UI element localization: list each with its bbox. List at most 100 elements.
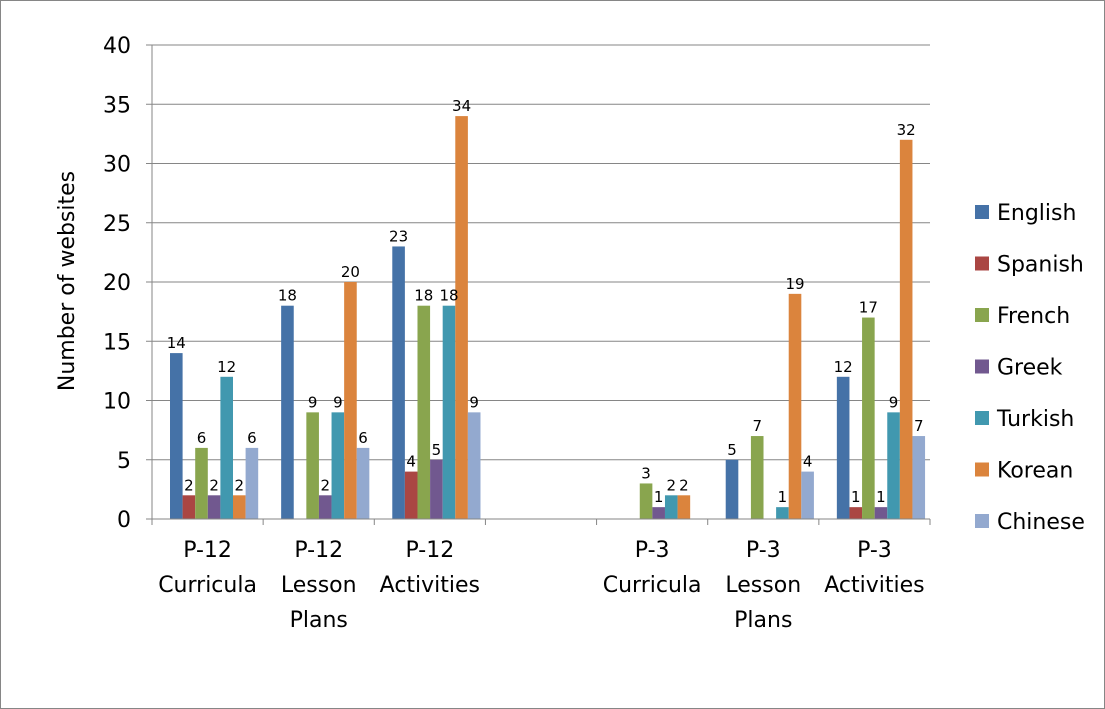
bar-greek [207,495,221,519]
legend-label-korean: Korean [997,459,1073,484]
x-tick-label: Activities [824,573,924,598]
y-tick-label: 35 [103,93,131,118]
bar-turkish [331,412,345,519]
bar-value-label: 19 [785,275,804,293]
legend-label-greek: Greek [997,356,1063,381]
bar-english [281,305,294,519]
bar-spanish [404,471,418,519]
y-tick-label: 30 [103,153,131,178]
bar-french [195,447,208,519]
x-tick-label: Lesson [725,573,801,598]
bar-greek [430,459,443,519]
legend-swatch-french [975,308,989,322]
bar-chinese [245,447,259,519]
bar-chinese [467,412,481,519]
bars [170,116,926,520]
bar-value-label: 9 [308,393,318,411]
legend-label-french: French [997,304,1070,329]
bar-value-label: 1 [654,488,664,506]
bar-value-label: 34 [452,97,471,115]
legend-swatch-spanish [975,256,989,271]
y-tick-label: 40 [103,34,131,59]
x-tick-label: Curricula [603,573,702,598]
bar-korean [344,282,357,519]
bar-value-label: 4 [406,453,416,471]
bar-value-label: 2 [320,476,330,494]
bar-english [392,246,405,519]
bar-french [862,317,875,519]
bar-value-label: 12 [217,358,236,376]
bar-english [170,353,183,519]
bar-value-label: 20 [341,263,360,281]
x-tick-label: P-3 [746,538,781,563]
bar-value-label: 23 [389,227,408,245]
bar-value-label: 5 [432,441,442,459]
legend-swatch-greek [975,359,989,374]
bar-value-label: 17 [859,299,878,317]
bar-value-label: 7 [752,417,762,435]
bar-value-label: 18 [414,287,433,305]
y-tick-label: 5 [117,449,131,474]
bar-value-label: 6 [247,429,257,447]
bar-value-label: 2 [184,476,194,494]
bar-greek [318,495,332,519]
bar-value-label: 14 [167,334,186,352]
bar-chinese [801,471,814,519]
x-tick-label: P-12 [183,538,232,563]
bar-english [725,459,739,519]
bar-spanish [849,507,863,519]
x-tick-label: P-12 [294,538,343,563]
bar-value-label: 7 [914,417,924,435]
legend-swatch-turkish [975,411,989,425]
legend-label-turkish: Turkish [996,407,1074,432]
y-tick-label: 20 [103,271,131,296]
legend: English Spanish French Greek Turkish Korean Ch… [975,201,1085,535]
x-tick-label: Plans [734,608,792,633]
x-tick-label: Activities [380,573,480,598]
bar-korean [677,495,691,519]
x-tick-label: Curricula [158,573,257,598]
bar-french [639,483,653,519]
y-axis-tick-labels: 0 5 10 15 20 25 30 35 40 [103,34,131,533]
bar-korean [899,139,913,520]
bar-value-label: 4 [803,453,813,471]
legend-label-spanish: Spanish [997,253,1084,278]
bar-value-label: 32 [897,121,916,139]
bar-value-label: 5 [727,441,737,459]
legend-swatch-english [975,205,989,219]
bar-value-label: 3 [641,464,651,482]
x-tick-label: P-12 [405,538,454,563]
bar-english [836,376,850,519]
legend-swatch-korean [975,462,989,477]
bar-french [750,436,764,519]
bar-value-label: 2 [209,476,219,494]
bar-french [306,412,319,519]
x-tick-label: Lesson [281,573,357,598]
bar-turkish [887,412,900,519]
bar-turkish [220,376,233,519]
legend-swatch-chinese [975,514,989,528]
axes [146,44,931,525]
bar-french [417,305,431,519]
bar-value-label: 18 [439,287,458,305]
bar-turkish [776,507,789,519]
bar-value-label: 2 [679,476,689,494]
bar-chinese [912,436,926,519]
gridlines [152,44,930,461]
bar-value-label: 9 [333,393,343,411]
bar-korean [788,293,802,519]
x-tick-label: P-3 [857,538,892,563]
bar-chinese [356,447,370,519]
bar-value-label: 18 [278,287,297,305]
bar-value-label: 1 [778,488,788,506]
legend-label-english: English [997,201,1076,226]
bar-value-label: 6 [197,429,207,447]
bar-korean [233,495,246,519]
x-axis-tick-labels: P-12 Curricula P-12 Lesson Plans P-12 Activiti… [158,538,924,633]
y-tick-label: 0 [117,508,131,533]
bar-greek [652,507,665,519]
y-tick-label: 25 [103,212,131,237]
bar-value-label: 12 [834,358,853,376]
